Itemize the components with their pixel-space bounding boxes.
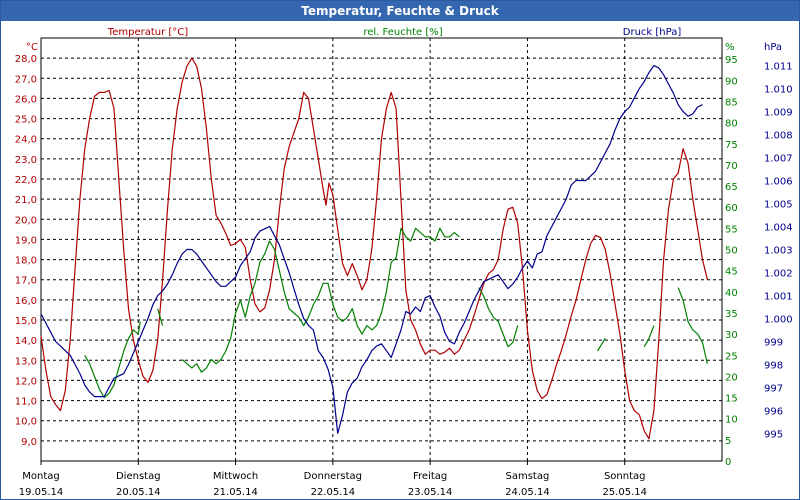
- pressure-tick-label: 1.001: [764, 291, 793, 302]
- x-tick-day: Freitag: [413, 471, 447, 482]
- temperature-tick-label: 9,0: [21, 437, 37, 448]
- x-tick-date: 25.05.14: [602, 487, 647, 498]
- temperature-tick-label: 15,0: [15, 316, 37, 327]
- x-tick-date: 22.05.14: [311, 487, 356, 498]
- x-tick-day: Mittwoch: [213, 471, 258, 482]
- temperature-tick-label: 27,0: [15, 74, 37, 85]
- humidity-tick-label: 25: [725, 351, 738, 362]
- temperature-tick-label: 23,0: [15, 155, 37, 166]
- humidity-tick-label: 90: [725, 76, 738, 87]
- pressure-tick-label: 995: [764, 429, 783, 440]
- temperature-tick-label: 12,0: [15, 376, 37, 387]
- pressure-tick-label: 996: [764, 406, 783, 417]
- pressure-tick-label: 1.008: [764, 131, 793, 142]
- temperature-tick-label: 14,0: [15, 336, 37, 347]
- humidity-tick-label: 0: [725, 457, 731, 468]
- temperature-tick-label: 25,0: [15, 115, 37, 126]
- humidity-tick-label: 20: [725, 372, 738, 383]
- pressure-tick-label: 998: [764, 360, 783, 371]
- pressure-tick-label: 1.007: [764, 154, 793, 165]
- pressure-tick-label: 1.010: [764, 85, 793, 96]
- x-tick-date: 20.05.14: [116, 487, 161, 498]
- temperature-tick-label: 16,0: [15, 296, 37, 307]
- x-tick-day: Dienstag: [116, 471, 161, 482]
- temperature-tick-label: 19,0: [15, 235, 37, 246]
- pressure-tick-label: 997: [764, 383, 783, 394]
- x-tick-day: Montag: [22, 471, 59, 482]
- temperature-tick-label: 10,0: [15, 417, 37, 428]
- chart-title: Temperatur, Feuchte & Druck: [1, 1, 799, 21]
- humidity-series-line: [596, 337, 606, 352]
- pressure-axis-label: Druck [hPa]: [623, 27, 682, 38]
- temperature-tick-label: 20,0: [15, 215, 37, 226]
- temperature-tick-label: 11,0: [15, 397, 37, 408]
- humidity-tick-label: 65: [725, 182, 738, 193]
- pressure-tick-label: 1.006: [764, 177, 793, 188]
- humidity-tick-label: 10: [725, 415, 738, 426]
- pressure-series-line: [40, 64, 703, 434]
- temperature-tick-label: 13,0: [15, 356, 37, 367]
- humidity-tick-label: 55: [725, 224, 738, 235]
- pressure-tick-label: 1.009: [764, 108, 793, 119]
- pressure-tick-label: 1.011: [764, 62, 793, 73]
- pressure-tick-label: 1.003: [764, 246, 793, 257]
- temperature-tick-label: 24,0: [15, 135, 37, 146]
- x-tick-day: Samstag: [506, 471, 550, 482]
- pressure-unit: hPa: [764, 42, 782, 53]
- x-tick-date: 23.05.14: [408, 487, 453, 498]
- plot-area: [40, 37, 723, 462]
- humidity-series-line: [181, 227, 460, 373]
- humidity-tick-label: 15: [725, 394, 738, 405]
- humidity-tick-label: 60: [725, 203, 738, 214]
- x-tick-date: 21.05.14: [213, 487, 258, 498]
- pressure-tick-label: 999: [764, 337, 783, 348]
- temperature-tick-label: 28,0: [15, 54, 37, 65]
- x-tick-day: Sonntag: [604, 471, 646, 482]
- humidity-tick-label: 75: [725, 140, 738, 151]
- humidity-tick-label: 30: [725, 330, 738, 341]
- humidity-tick-label: 95: [725, 55, 738, 66]
- temperature-tick-label: 21,0: [15, 195, 37, 206]
- temperature-tick-label: 26,0: [15, 94, 37, 105]
- humidity-tick-label: 85: [725, 97, 738, 108]
- humidity-tick-label: 70: [725, 161, 738, 172]
- temperature-unit: °C: [26, 42, 38, 53]
- humidity-series-line: [84, 321, 141, 399]
- humidity-series-line: [643, 325, 655, 348]
- pressure-tick-label: 1.000: [764, 314, 793, 325]
- humidity-tick-label: 35: [725, 309, 738, 320]
- humidity-tick-label: 80: [725, 119, 738, 130]
- humidity-series-line: [677, 287, 708, 364]
- humidity-tick-label: 40: [725, 288, 738, 299]
- x-tick-date: 24.05.14: [505, 487, 550, 498]
- humidity-tick-label: 50: [725, 246, 738, 257]
- humidity-tick-label: 45: [725, 267, 738, 278]
- x-tick-day: Donnerstag: [304, 471, 362, 482]
- pressure-tick-label: 1.002: [764, 268, 793, 279]
- humidity-unit: %: [725, 42, 735, 53]
- humidity-series-line: [478, 287, 519, 348]
- temperature-axis-label: Temperatur [°C]: [107, 27, 188, 38]
- temperature-tick-label: 18,0: [15, 256, 37, 267]
- humidity-series-line: [157, 308, 164, 326]
- temperature-series-line: [40, 57, 708, 440]
- humidity-axis-label: rel. Feuchte [%]: [363, 27, 442, 38]
- pressure-tick-label: 1.005: [764, 200, 793, 211]
- humidity-tick-label: 5: [725, 436, 731, 447]
- x-tick-date: 19.05.14: [19, 487, 64, 498]
- temperature-tick-label: 22,0: [15, 175, 37, 186]
- pressure-tick-label: 1.004: [764, 223, 793, 234]
- temperature-tick-label: 17,0: [15, 276, 37, 287]
